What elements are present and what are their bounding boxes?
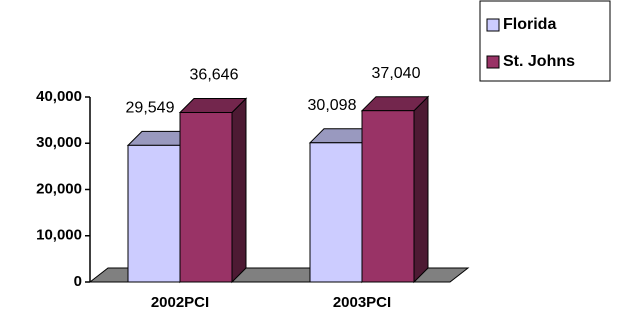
bar — [127, 144, 181, 283]
legend-swatch — [486, 55, 500, 69]
legend-label: Florida — [503, 16, 556, 33]
legend-label: St. Johns — [503, 53, 575, 70]
y-tick-label: 10,000 — [36, 227, 82, 244]
legend-swatch — [486, 18, 500, 32]
y-tick-label: 30,000 — [36, 134, 82, 151]
y-tick-label: 0 — [74, 273, 82, 290]
bar-side — [413, 95, 429, 284]
bar-side — [231, 97, 247, 284]
value-label: 29,549 — [126, 100, 175, 117]
legend-box — [479, 0, 611, 82]
x-tick-label: 2003PCI — [333, 294, 391, 311]
y-tick-label: 40,000 — [36, 88, 82, 105]
y-tick-label: 20,000 — [36, 180, 82, 197]
x-tick-label: 2002PCI — [151, 294, 209, 311]
value-label: 30,098 — [308, 97, 357, 114]
value-label: 37,040 — [372, 65, 421, 82]
bar — [179, 112, 233, 283]
value-label: 36,646 — [190, 67, 239, 84]
bar — [309, 142, 363, 283]
bar — [361, 110, 415, 283]
